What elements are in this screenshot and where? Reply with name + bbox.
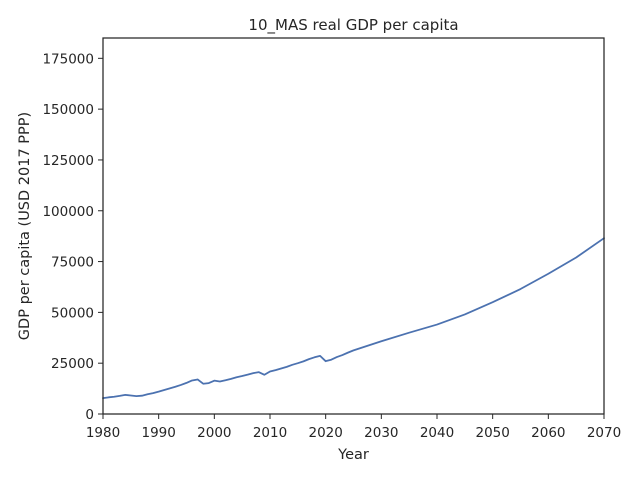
y-tick-label: 175000 <box>42 51 94 67</box>
x-tick-label: 2010 <box>253 425 287 441</box>
plot-area <box>102 237 605 400</box>
y-tick-label: 25000 <box>51 356 94 372</box>
y-axis-label: GDP per capita (USD 2017 PPP) <box>17 112 33 340</box>
x-tick-label: 2070 <box>587 425 621 441</box>
x-axis-ticks: 1980 1990 2000 2010 2020 2030 2040 2050 2060 2070 <box>86 414 621 441</box>
y-axis-ticks: 0 25000 50000 75000 100000 125000 150000 175000 <box>42 51 103 423</box>
x-tick-label: 2020 <box>308 425 342 441</box>
axes-frame <box>102 37 605 415</box>
x-tick-label: 1980 <box>86 425 120 441</box>
y-tick-label: 150000 <box>42 102 94 118</box>
x-tick-label: 2030 <box>364 425 398 441</box>
x-axis-label: Year <box>337 447 369 463</box>
x-tick-label: 1990 <box>141 425 175 441</box>
chart-title: 10_MAS real GDP per capita <box>248 16 458 35</box>
y-tick-label: 125000 <box>42 153 94 169</box>
series-line-10-mas <box>102 237 605 400</box>
y-tick-label: 100000 <box>42 204 94 220</box>
y-tick-label: 0 <box>85 407 94 423</box>
y-tick-label: 75000 <box>51 255 94 271</box>
x-tick-label: 2040 <box>420 425 454 441</box>
y-tick-label: 50000 <box>51 305 94 321</box>
x-tick-label: 2000 <box>197 425 231 441</box>
x-tick-label: 2050 <box>475 425 509 441</box>
x-tick-label: 2060 <box>531 425 565 441</box>
